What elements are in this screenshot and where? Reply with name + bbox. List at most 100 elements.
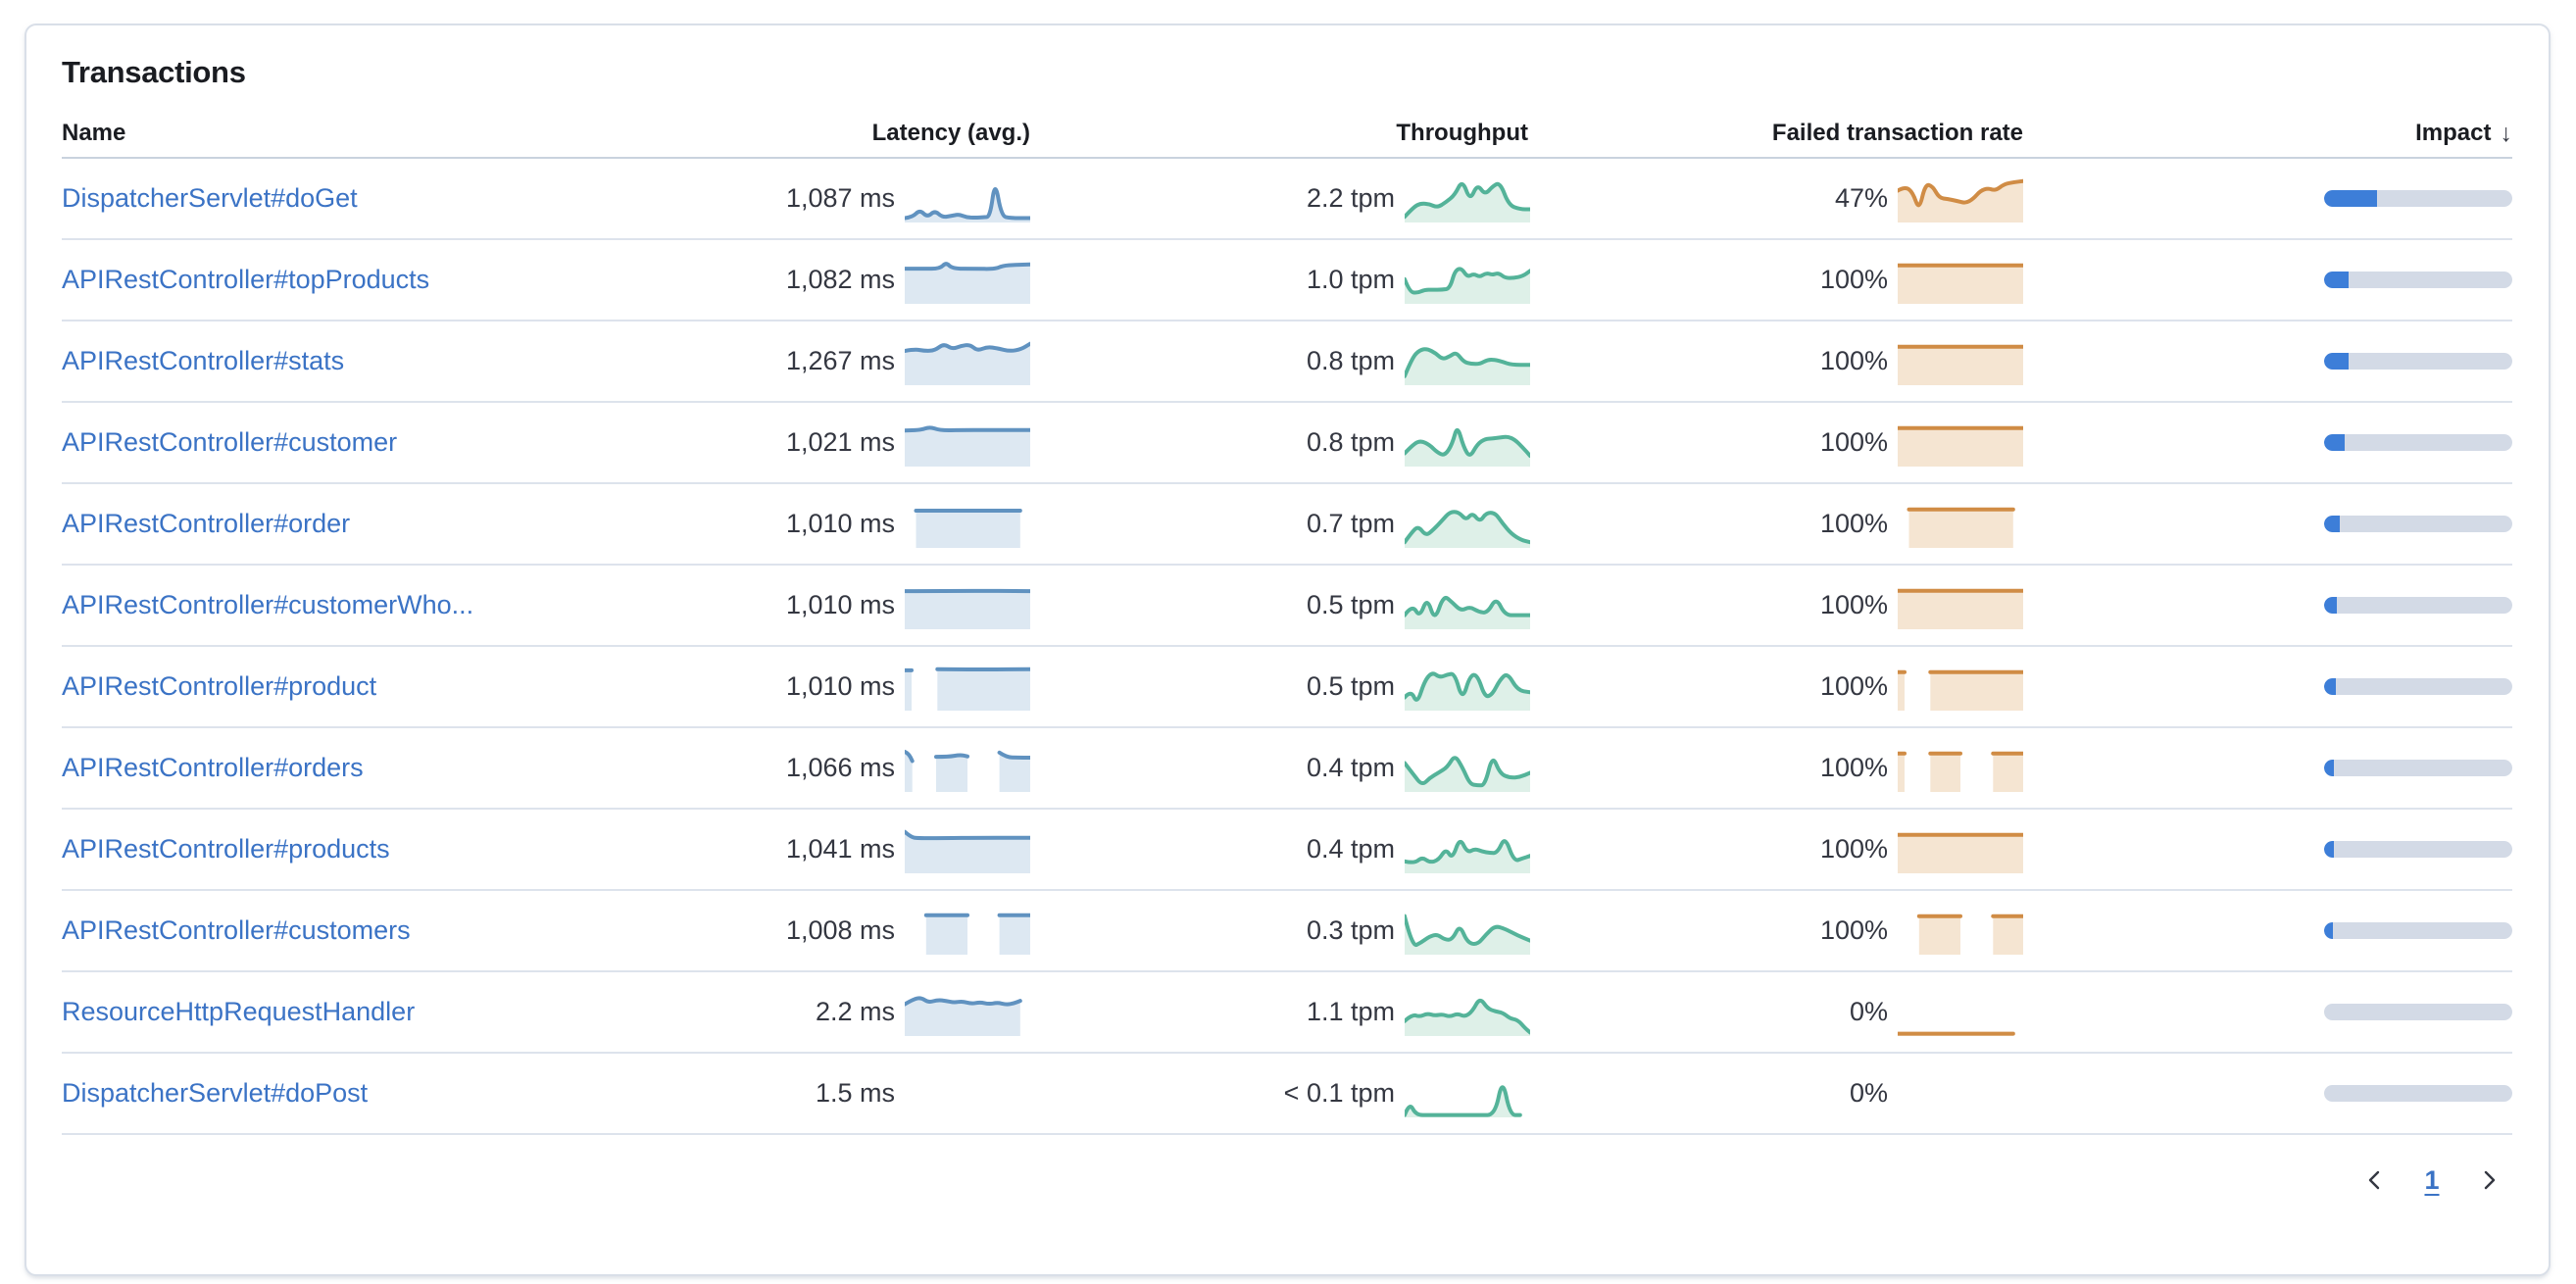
- throughput-sparkline: [1395, 501, 1530, 548]
- impact-bar-track: [2324, 922, 2512, 939]
- latency-sparkline: [895, 1070, 1030, 1117]
- transaction-name-cell: DispatcherServlet#doPost: [62, 1078, 689, 1109]
- column-header-impact[interactable]: Impact ↓: [2023, 120, 2512, 148]
- impact-cell: [2023, 516, 2512, 532]
- transaction-name-cell: APIRestController#customers: [62, 915, 689, 946]
- impact-cell: [2023, 1004, 2512, 1020]
- impact-cell: [2023, 678, 2512, 695]
- throughput-value: < 0.1 tpm: [1283, 1078, 1395, 1108]
- transaction-name-link[interactable]: APIRestController#orders: [62, 753, 364, 782]
- table-row: APIRestController#customer 1,021 ms 0.8 …: [62, 403, 2512, 484]
- failed-rate-sparkline: [1888, 175, 2023, 222]
- latency-sparkline: [895, 175, 1030, 222]
- table-row: APIRestController#order 1,010 ms 0.7 tpm…: [62, 484, 2512, 566]
- next-page-button[interactable]: [2467, 1159, 2510, 1202]
- transaction-name-link[interactable]: APIRestController#order: [62, 509, 351, 538]
- failed-rate-value: 100%: [1819, 265, 1888, 294]
- impact-cell: [2023, 760, 2512, 776]
- latency-value: 1,021 ms: [785, 427, 895, 457]
- impact-bar-fill: [2324, 353, 2349, 370]
- impact-bar-fill: [2324, 434, 2346, 451]
- throughput-value: 0.5 tpm: [1306, 590, 1395, 619]
- transaction-name-cell: APIRestController#customerWho...: [62, 590, 689, 620]
- impact-bar-fill: [2324, 760, 2334, 776]
- latency-value: 1,010 ms: [785, 590, 895, 619]
- impact-bar-track: [2324, 516, 2512, 532]
- table-row: DispatcherServlet#doGet 1,087 ms 2.2 tpm…: [62, 159, 2512, 240]
- failed-rate-value: 100%: [1819, 671, 1888, 701]
- transaction-name-link[interactable]: APIRestController#customer: [62, 427, 398, 457]
- table-header-row: Name Latency (avg.) Throughput Failed tr…: [62, 110, 2512, 159]
- throughput-sparkline: [1395, 420, 1530, 467]
- throughput-sparkline: [1395, 745, 1530, 792]
- latency-value: 2.2 ms: [815, 997, 895, 1026]
- latency-sparkline: [895, 257, 1030, 304]
- impact-bar-track: [2324, 678, 2512, 695]
- transaction-name-link[interactable]: APIRestController#product: [62, 671, 377, 701]
- failed-rate-sparkline: [1888, 338, 2023, 385]
- latency-value: 1.5 ms: [815, 1078, 895, 1108]
- impact-bar-track: [2324, 434, 2512, 451]
- impact-bar-fill: [2324, 272, 2349, 288]
- failed-rate-value: 100%: [1819, 834, 1888, 864]
- transactions-table: Name Latency (avg.) Throughput Failed tr…: [62, 110, 2512, 1135]
- transaction-name-link[interactable]: APIRestController#products: [62, 834, 390, 864]
- impact-bar-track: [2324, 1004, 2512, 1020]
- throughput-value: 0.4 tpm: [1306, 834, 1395, 864]
- column-header-latency[interactable]: Latency (avg.): [871, 120, 1030, 146]
- throughput-sparkline: [1395, 908, 1530, 955]
- throughput-value: 2.2 tpm: [1306, 183, 1395, 213]
- failed-rate-sparkline: [1888, 420, 2023, 467]
- table-row: APIRestController#stats 1,267 ms 0.8 tpm…: [62, 321, 2512, 403]
- transaction-name-link[interactable]: DispatcherServlet#doGet: [62, 183, 358, 213]
- failed-rate-value: 100%: [1819, 590, 1888, 619]
- throughput-sparkline: [1395, 989, 1530, 1036]
- transaction-name-link[interactable]: APIRestController#customers: [62, 915, 411, 945]
- latency-value: 1,010 ms: [785, 509, 895, 538]
- transaction-name-link[interactable]: APIRestController#topProducts: [62, 265, 430, 294]
- table-body: DispatcherServlet#doGet 1,087 ms 2.2 tpm…: [62, 159, 2512, 1135]
- latency-value: 1,267 ms: [785, 346, 895, 375]
- throughput-value: 0.8 tpm: [1306, 427, 1395, 457]
- failed-rate-sparkline: [1888, 1070, 2023, 1117]
- latency-value: 1,087 ms: [785, 183, 895, 213]
- transaction-name-cell: APIRestController#products: [62, 834, 689, 864]
- table-row: APIRestController#customers 1,008 ms 0.3…: [62, 891, 2512, 972]
- impact-cell: [2023, 353, 2512, 370]
- failed-rate-sparkline: [1888, 582, 2023, 629]
- column-header-failed-rate[interactable]: Failed transaction rate: [1771, 120, 2023, 146]
- throughput-value: 1.1 tpm: [1306, 997, 1395, 1026]
- transaction-name-link[interactable]: DispatcherServlet#doPost: [62, 1078, 369, 1108]
- failed-rate-sparkline: [1888, 989, 2023, 1036]
- chevron-left-icon: [2368, 1170, 2380, 1190]
- column-header-throughput[interactable]: Throughput: [1396, 120, 1528, 146]
- impact-bar-fill: [2324, 190, 2377, 207]
- impact-cell: [2023, 1085, 2512, 1102]
- page-number-current[interactable]: 1: [2424, 1164, 2440, 1195]
- table-row: ResourceHttpRequestHandler 2.2 ms 1.1 tp…: [62, 972, 2512, 1054]
- transaction-name-cell: APIRestController#orders: [62, 753, 689, 783]
- failed-rate-sparkline: [1888, 664, 2023, 711]
- failed-rate-sparkline: [1888, 826, 2023, 873]
- throughput-value: 0.7 tpm: [1306, 509, 1395, 538]
- table-row: APIRestController#products 1,041 ms 0.4 …: [62, 810, 2512, 891]
- impact-bar-fill: [2324, 841, 2334, 858]
- throughput-sparkline: [1395, 582, 1530, 629]
- failed-rate-sparkline: [1888, 501, 2023, 548]
- impact-cell: [2023, 190, 2512, 207]
- throughput-value: 0.3 tpm: [1306, 915, 1395, 945]
- transaction-name-link[interactable]: APIRestController#stats: [62, 346, 345, 375]
- failed-rate-value: 100%: [1819, 509, 1888, 538]
- transaction-name-link[interactable]: APIRestController#customerWho...: [62, 590, 474, 619]
- column-header-name[interactable]: Name: [62, 120, 126, 146]
- throughput-sparkline: [1395, 664, 1530, 711]
- previous-page-button[interactable]: [2353, 1159, 2397, 1202]
- impact-bar-track: [2324, 597, 2512, 614]
- transaction-name-link[interactable]: ResourceHttpRequestHandler: [62, 997, 416, 1026]
- throughput-sparkline: [1395, 338, 1530, 385]
- latency-sparkline: [895, 826, 1030, 873]
- latency-value: 1,010 ms: [785, 671, 895, 701]
- throughput-value: 0.5 tpm: [1306, 671, 1395, 701]
- impact-bar-track: [2324, 841, 2512, 858]
- failed-rate-value: 100%: [1819, 915, 1888, 945]
